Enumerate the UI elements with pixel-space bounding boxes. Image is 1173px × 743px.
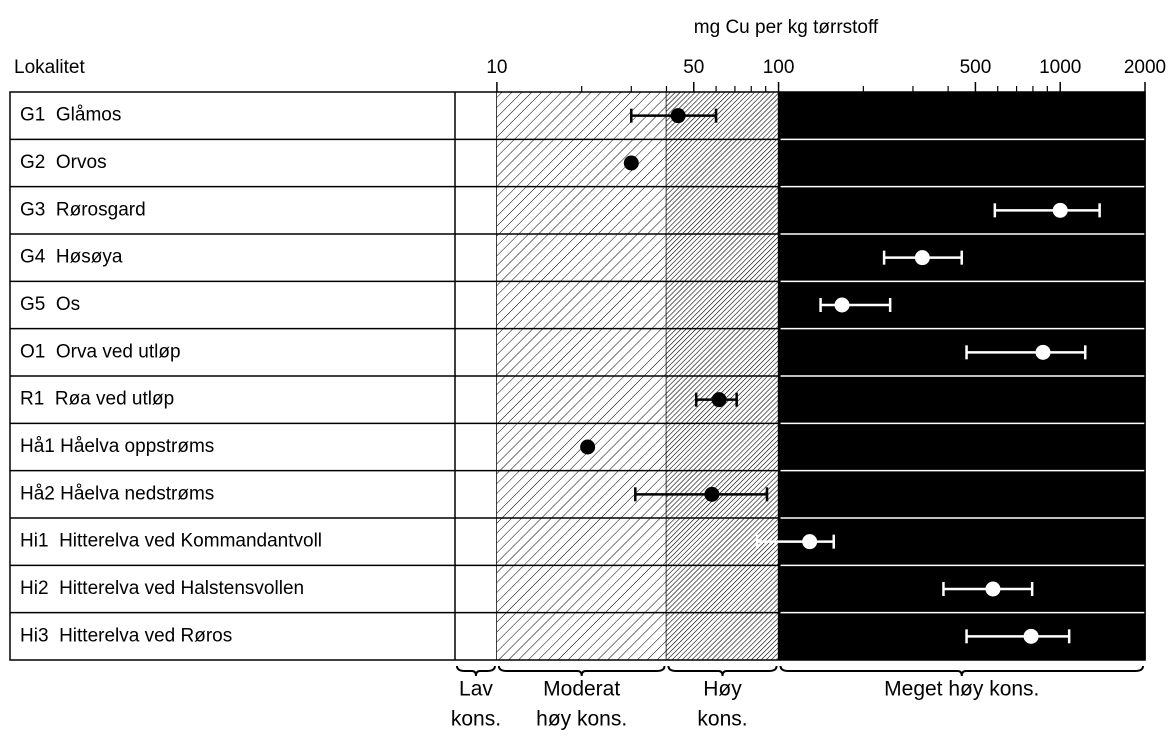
zone-brace: [667, 665, 778, 677]
x-tick-label: 10: [486, 57, 507, 78]
row-label: Hå2 Håelva nedstrøms: [20, 483, 214, 504]
x-tick-label: 100: [763, 57, 795, 78]
zone-label: Høy: [703, 678, 742, 701]
row-label: Hi2 Hitterelva ved Halstensvollen: [20, 578, 304, 599]
zone-label: Meget høy kons.: [884, 678, 1039, 701]
dot: [1052, 202, 1068, 218]
dot: [834, 297, 850, 313]
dot: [704, 486, 720, 502]
row-label: R1 Røa ved utløp: [20, 389, 174, 410]
dot: [711, 392, 727, 408]
dot: [580, 439, 596, 455]
x-tick-label: 1000: [1039, 57, 1081, 78]
row-label: G4 Høsøya: [20, 247, 123, 268]
zone-label: Moderat: [543, 678, 620, 701]
x-tick-label: 500: [960, 57, 992, 78]
zone-brace: [456, 665, 496, 677]
table-frame: [9, 91, 1146, 661]
row-label: O1 Orva ved utløp: [20, 341, 181, 362]
row-label: Hå1 Håelva oppstrøms: [20, 436, 214, 457]
zone-brace: [779, 665, 1144, 677]
row-label: Hi1 Hitterelva ved Kommandantvoll: [20, 531, 322, 552]
row-label: G3 Rørosgard: [20, 199, 146, 220]
row-label: G2 Orvos: [20, 152, 107, 173]
dot: [914, 250, 930, 266]
row-label: G1 Glåmos: [20, 105, 121, 126]
chart-title: mg Cu per kg tørrstoff: [694, 17, 879, 38]
dot: [1035, 344, 1051, 360]
row-header: Lokalitet: [14, 57, 85, 78]
dot: [670, 108, 686, 124]
dot: [623, 155, 639, 171]
zone-label: høy kons.: [536, 708, 627, 731]
dot: [1023, 628, 1039, 644]
x-tick-label: 2000: [1124, 57, 1166, 78]
x-tick-label: 50: [683, 57, 704, 78]
zone-brace: [497, 665, 666, 677]
zone-label: Lav: [459, 678, 493, 701]
dot: [985, 581, 1001, 597]
annotation: 1): [1093, 338, 1110, 359]
row-label: G5 Os: [20, 294, 80, 315]
dot: [802, 534, 818, 550]
zone-label: kons.: [451, 708, 501, 731]
zone-label: kons.: [697, 708, 747, 731]
row-label: Hi3 Hitterelva ved Røros: [20, 625, 232, 646]
